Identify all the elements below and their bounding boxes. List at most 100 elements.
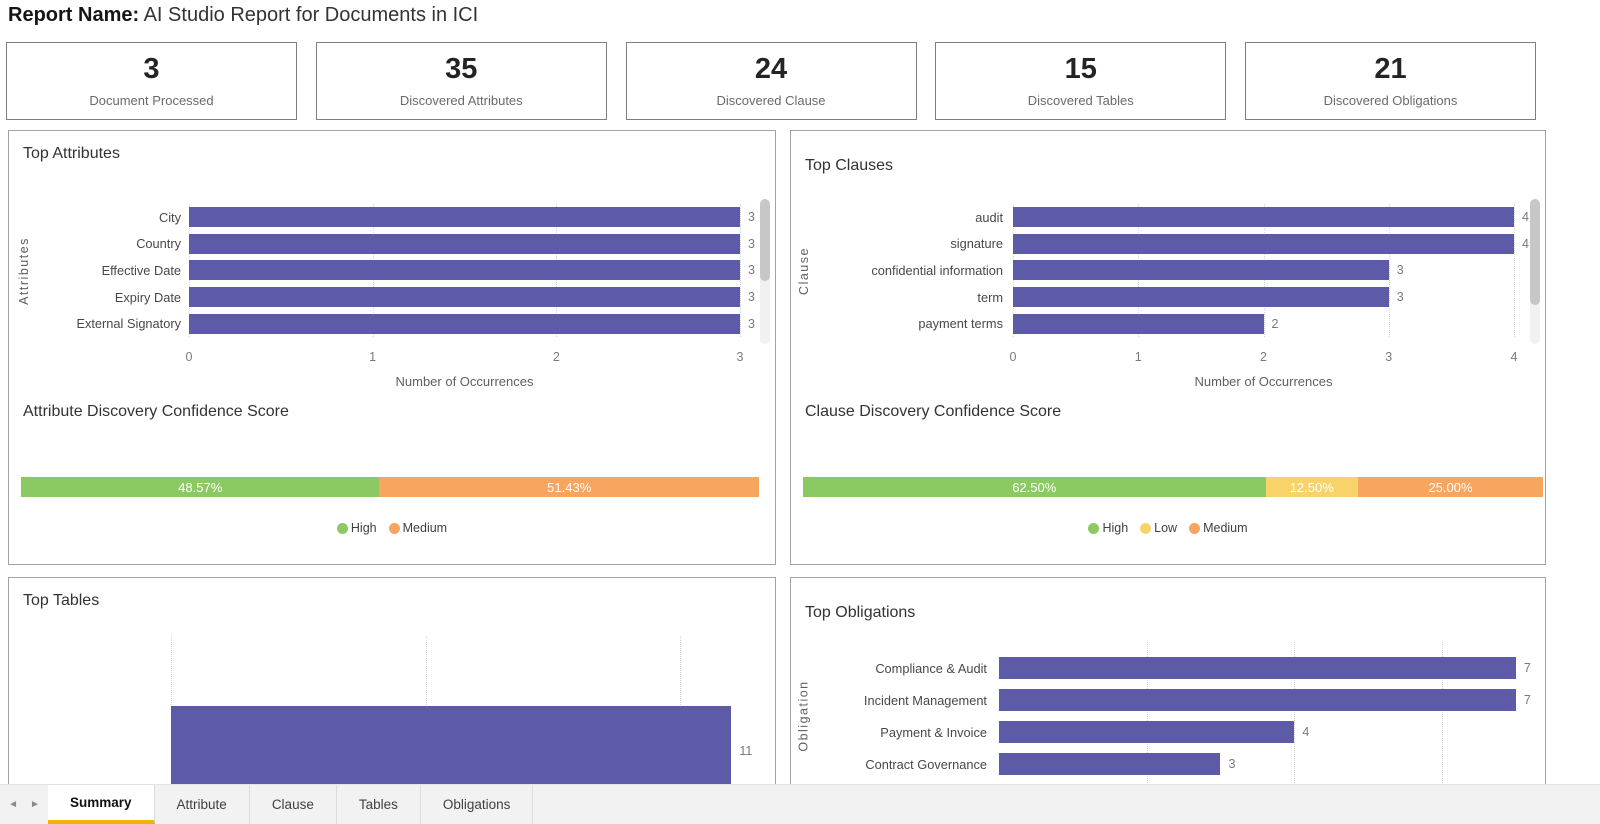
x-tick-label: 1: [369, 350, 377, 364]
stack-segment-medium[interactable]: 51.43%: [379, 477, 759, 497]
legend: High Medium: [9, 521, 775, 535]
segment-percent-label: 62.50%: [1012, 479, 1057, 495]
category-label: confidential information: [871, 262, 1003, 278]
bar[interactable]: [189, 313, 740, 334]
confidence-stacked-bar: 48.57% 51.43%: [21, 477, 759, 497]
value-label: 3: [1396, 290, 1404, 305]
tab-clause[interactable]: Clause: [250, 785, 337, 824]
kpi-label: Discovered Clause: [716, 92, 826, 108]
vertical-scrollbar[interactable]: [1530, 199, 1540, 344]
panel-top-attributes: Top Attributes Attributes City 3 Country 3 E…: [8, 130, 776, 565]
page-nav-arrows: ◄ ►: [0, 785, 48, 824]
plot-area: 3: [189, 257, 755, 284]
kpi-label: Discovered Attributes: [399, 92, 523, 108]
plot-area: 3: [189, 310, 755, 337]
value-label: 3: [748, 263, 755, 278]
category-label: payment terms: [918, 316, 1003, 332]
segment-percent-label: 12.50%: [1289, 479, 1334, 495]
stack-segment-medium[interactable]: 25.00%: [1358, 477, 1543, 497]
x-axis-ticks: 0 1 2 3: [185, 350, 744, 366]
value-label: 3: [1396, 263, 1404, 278]
bar[interactable]: [1013, 260, 1389, 281]
bar-row: Effective Date 3: [21, 257, 755, 284]
x-tick-label: 0: [1009, 350, 1017, 364]
bar[interactable]: [189, 233, 740, 254]
value-label: 4: [1522, 236, 1529, 251]
bar-row: Country 3: [21, 231, 755, 258]
value-label: 7: [1523, 661, 1531, 675]
kpi-value: 15: [1064, 53, 1097, 86]
x-tick-label: 4: [1510, 350, 1518, 364]
kpi-label: Document Processed: [89, 92, 214, 108]
legend-item-high[interactable]: High: [336, 521, 377, 535]
tab-obligations[interactable]: Obligations: [421, 785, 534, 824]
bar[interactable]: [999, 721, 1295, 743]
bar-row: External Signatory 3: [21, 310, 755, 337]
value-label: 4: [1522, 210, 1529, 225]
kpi-card-row: 3 Document Processed 35 Discovered Attribut…: [6, 42, 1536, 120]
legend-label: Medium: [402, 521, 448, 535]
legend-item-low[interactable]: Low: [1140, 521, 1177, 535]
bar[interactable]: [189, 260, 740, 281]
kpi-value: 35: [445, 53, 478, 86]
legend-label: Medium: [1203, 521, 1248, 535]
value-label: 3: [748, 210, 755, 225]
stack-segment-high[interactable]: 48.57%: [21, 477, 380, 497]
bar[interactable]: [1013, 313, 1264, 334]
bar[interactable]: [999, 753, 1221, 775]
bar-row: term 3: [803, 284, 1514, 311]
chart-title-top-attributes: Top Attributes: [23, 145, 120, 162]
tab-tables[interactable]: Tables: [337, 785, 421, 824]
bar[interactable]: [1013, 233, 1514, 254]
value-label: 3: [748, 236, 755, 251]
stack-segment-high[interactable]: 62.50%: [803, 477, 1266, 497]
chart-title-attribute-confidence: Attribute Discovery Confidence Score: [23, 403, 289, 420]
kpi-card: 15 Discovered Tables: [935, 42, 1227, 120]
kpi-value: 21: [1374, 53, 1407, 86]
legend-label: High: [350, 521, 377, 535]
panel-top-obligations: Top Obligations Obligation Compliance & …: [790, 577, 1546, 824]
scrollbar-thumb[interactable]: [760, 199, 770, 281]
category-label: term: [977, 289, 1003, 305]
bar[interactable]: [999, 657, 1516, 679]
legend-label: High: [1102, 521, 1129, 535]
stack-segment-low[interactable]: 12.50%: [1265, 477, 1358, 497]
category-label: Compliance & Audit: [875, 660, 987, 676]
tab-summary[interactable]: Summary: [48, 785, 155, 824]
gridline: [740, 204, 741, 337]
category-label: Country: [136, 236, 181, 252]
bar-row: Payment & Invoice 4: [803, 716, 1521, 748]
next-page-icon[interactable]: ►: [30, 799, 40, 810]
x-axis-ticks: 0 1 2 3 4: [1009, 350, 1518, 366]
panel-top-clauses: Top Clauses Clause audit 4 signature 4 confi…: [790, 130, 1546, 565]
legend-item-medium[interactable]: Medium: [388, 521, 448, 535]
bar[interactable]: [189, 287, 740, 308]
scrollbar-thumb[interactable]: [1530, 199, 1540, 305]
legend-item-high[interactable]: High: [1088, 521, 1128, 535]
category-label: External Signatory: [76, 316, 181, 332]
x-tick-label: 0: [185, 350, 193, 364]
vertical-scrollbar[interactable]: [760, 199, 770, 344]
plot-area: 3: [999, 748, 1521, 780]
kpi-label: Discovered Obligations: [1323, 92, 1458, 108]
bar[interactable]: [1013, 287, 1389, 308]
page-tab-bar: ◄ ► Summary Attribute Clause Tables Obligati…: [0, 784, 1600, 824]
plot-area: 2: [1013, 310, 1514, 337]
chart-title-clause-confidence: Clause Discovery Confidence Score: [805, 403, 1062, 420]
kpi-value: 3: [143, 53, 160, 86]
bar-row: Compliance & Audit 7: [803, 652, 1531, 684]
legend-dot-icon: [1140, 522, 1152, 534]
bar-chart-rows: City 3 Country 3 Effective Date 3 Expiry Date 3…: [21, 204, 755, 337]
x-tick-label: 2: [1260, 350, 1267, 364]
legend-dot-icon: [1088, 522, 1100, 534]
prev-page-icon[interactable]: ◄: [8, 799, 18, 810]
bar[interactable]: [999, 689, 1516, 711]
bar-row: confidential information 3: [803, 257, 1514, 284]
category-label: Effective Date: [101, 262, 181, 278]
bar[interactable]: [1013, 207, 1514, 228]
tab-attribute[interactable]: Attribute: [155, 785, 250, 824]
legend-label: Low: [1154, 521, 1178, 535]
legend-item-medium[interactable]: Medium: [1189, 521, 1248, 535]
bar[interactable]: [189, 207, 740, 228]
bar-row: signature 4: [803, 231, 1529, 258]
